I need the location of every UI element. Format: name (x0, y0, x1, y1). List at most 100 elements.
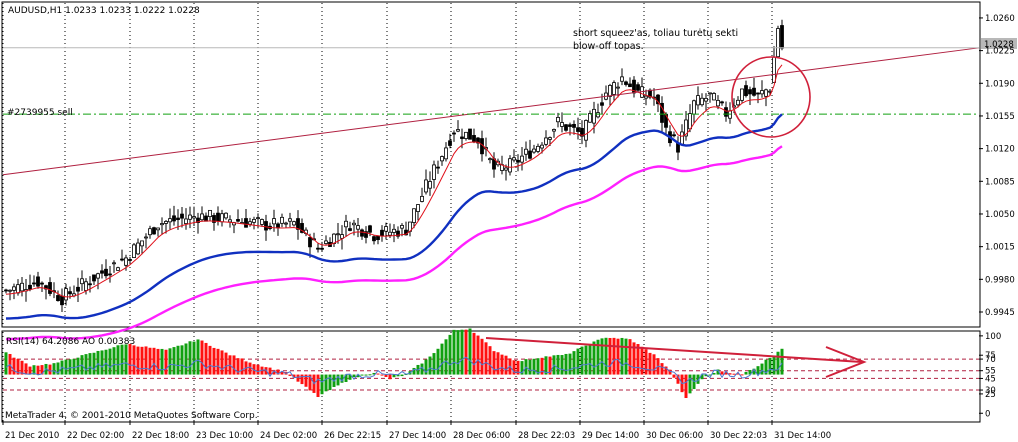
ao-bar-up (460, 329, 464, 375)
price-tick-label: 1.0190 (985, 79, 1015, 89)
bear-candle (348, 228, 352, 231)
bull-candle (556, 117, 560, 123)
ao-bar-up (520, 361, 524, 375)
ao-bar-up (172, 347, 176, 375)
bear-candle (120, 258, 124, 261)
ao-bar-down (740, 374, 744, 376)
price-tick-label: 1.0015 (985, 243, 1015, 253)
ao-bar-up (448, 334, 452, 375)
bull-candle (260, 219, 264, 225)
bull-candle (168, 218, 172, 223)
ao-bar-down (608, 337, 612, 375)
trendline[interactable] (2, 47, 980, 176)
ao-bar-up (432, 353, 436, 375)
ao-bar-up (600, 338, 604, 375)
ao-bar-up (424, 359, 428, 375)
ao-bar-down (736, 373, 740, 375)
bull-candle (424, 179, 428, 193)
ao-bar-up (364, 374, 368, 376)
divergence-arrow[interactable] (485, 337, 867, 378)
ao-bar-up (696, 374, 700, 384)
ao-bar-up (344, 374, 348, 382)
bull-candle (144, 236, 148, 239)
order-label: #2739955 sell (7, 108, 73, 118)
ao-bar-up (52, 363, 56, 375)
ao-bar-up (184, 343, 188, 375)
indicator-panel[interactable] (1, 330, 981, 423)
bear-candle (564, 124, 568, 131)
ao-bar-up (560, 355, 564, 375)
bull-candle (124, 257, 128, 266)
bear-candle (88, 283, 92, 286)
bear-candle (128, 259, 132, 261)
time-tick-label: 22 Dec 18:00 (132, 431, 189, 441)
bear-candle (236, 219, 240, 222)
bull-candle (16, 284, 20, 294)
ao-bar-down (208, 345, 212, 375)
bear-candle (244, 218, 248, 228)
bull-candle (192, 216, 196, 219)
ao-bar-down (136, 346, 140, 375)
ao-bar-down (212, 347, 216, 375)
price-panel[interactable] (1, 1, 981, 328)
bull-candle (592, 108, 596, 124)
ao-bar-down (628, 339, 632, 375)
ao-bar-down (268, 367, 272, 375)
ao-bar-down (664, 366, 668, 375)
bull-candle (584, 120, 588, 141)
ao-bar-down (660, 363, 664, 375)
ao-bar-up (712, 373, 716, 375)
bear-candle (296, 218, 300, 230)
ao-bar-down (648, 352, 652, 375)
ao-bar-up (92, 352, 96, 375)
ao-bar-up (768, 357, 772, 375)
ao-bar-up (192, 341, 196, 375)
chart-title: AUDUSD,H1 1.0233 1.0233 1.0222 1.0228 (8, 6, 200, 16)
bear-candle (176, 217, 180, 221)
ao-bar-up (688, 374, 692, 394)
indicator-title: RSI(14) 64.2086 AO 0.00383 (6, 337, 135, 347)
ao-bar-down (232, 355, 236, 375)
price-axis: 1.0260 1.0225 1.0190 1.0155 1.0120 1.0085 1.00… (979, 14, 1015, 318)
ao-bar-down (516, 360, 520, 375)
ao-bar-up (336, 374, 340, 386)
bear-candle (56, 295, 60, 302)
time-tick-label: 27 Dec 14:00 (389, 431, 446, 441)
bull-candle (116, 267, 120, 271)
bull-candle (532, 148, 536, 153)
ao-bar-down (220, 350, 224, 375)
ao-bar-up (88, 353, 92, 375)
bear-candle (476, 137, 480, 144)
bear-candle (452, 132, 456, 135)
footer-copyright: MetaTrader 4, © 2001-2010 MetaQuotes Sof… (5, 411, 258, 421)
bear-candle (396, 230, 400, 237)
ao-bar-up (100, 350, 104, 375)
ao-bar-down (224, 352, 228, 375)
indicator-tick-label: 25 (985, 390, 996, 400)
ao-bar-up (56, 362, 60, 375)
annotation-circle[interactable] (731, 56, 811, 138)
bear-candle (212, 215, 216, 223)
bull-candle (708, 92, 712, 95)
bull-candle (760, 90, 764, 95)
time-tick-label: 30 Dec 06:00 (646, 431, 703, 441)
ao-bar-up (400, 374, 404, 377)
ao-bar-up (440, 343, 444, 375)
bull-candle (256, 217, 260, 220)
ao-bar-up (168, 348, 172, 375)
bull-candle (712, 93, 716, 101)
bull-candle (224, 212, 228, 219)
bull-candle (324, 240, 328, 244)
ao-bar-up (452, 329, 456, 375)
ao-bar-down (388, 374, 392, 380)
time-tick-label: 23 Dec 10:00 (196, 431, 253, 441)
bull-candle (716, 99, 720, 107)
ao-bar-up (748, 370, 752, 375)
bull-candle (504, 167, 508, 171)
bear-candle (624, 81, 628, 85)
bull-candle (384, 226, 388, 232)
bear-candle (308, 237, 312, 248)
ao-bar-up (4, 352, 8, 375)
bear-candle (104, 268, 108, 277)
